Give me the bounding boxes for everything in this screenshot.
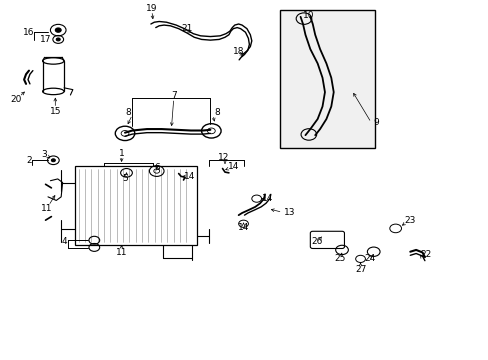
Text: 15: 15 bbox=[49, 107, 61, 116]
Bar bbox=[279, 10, 374, 148]
Text: 21: 21 bbox=[181, 24, 192, 33]
Bar bbox=[75, 166, 196, 245]
Text: 5: 5 bbox=[122, 175, 128, 184]
Text: 11: 11 bbox=[116, 248, 127, 257]
Text: 3: 3 bbox=[41, 150, 47, 159]
Text: 23: 23 bbox=[404, 216, 415, 225]
Text: 11: 11 bbox=[41, 204, 53, 213]
Text: 17: 17 bbox=[40, 35, 51, 44]
Text: 14: 14 bbox=[184, 172, 195, 181]
Text: 10: 10 bbox=[303, 11, 314, 20]
Text: 1: 1 bbox=[119, 149, 124, 158]
Text: 8: 8 bbox=[125, 108, 131, 117]
Text: 2: 2 bbox=[26, 156, 32, 165]
Text: 7: 7 bbox=[171, 91, 176, 100]
Circle shape bbox=[55, 28, 61, 32]
FancyBboxPatch shape bbox=[310, 231, 344, 248]
Text: 20: 20 bbox=[11, 95, 22, 104]
Text: 9: 9 bbox=[373, 118, 379, 127]
Text: 6: 6 bbox=[155, 163, 160, 172]
Text: 4: 4 bbox=[61, 237, 67, 246]
Text: 8: 8 bbox=[214, 108, 220, 117]
Text: 14: 14 bbox=[237, 223, 249, 232]
Circle shape bbox=[51, 159, 55, 162]
Text: 18: 18 bbox=[232, 47, 244, 56]
Text: 27: 27 bbox=[354, 265, 366, 274]
Text: 16: 16 bbox=[23, 28, 35, 37]
Text: 22: 22 bbox=[419, 250, 430, 259]
Text: 25: 25 bbox=[333, 255, 345, 264]
Text: 13: 13 bbox=[283, 208, 294, 217]
Text: 26: 26 bbox=[310, 237, 322, 246]
Text: 12: 12 bbox=[218, 153, 229, 162]
Text: 14: 14 bbox=[227, 162, 239, 171]
Circle shape bbox=[56, 38, 60, 41]
Text: 14: 14 bbox=[262, 194, 273, 203]
Text: 24: 24 bbox=[364, 255, 375, 264]
Text: 19: 19 bbox=[146, 4, 157, 13]
